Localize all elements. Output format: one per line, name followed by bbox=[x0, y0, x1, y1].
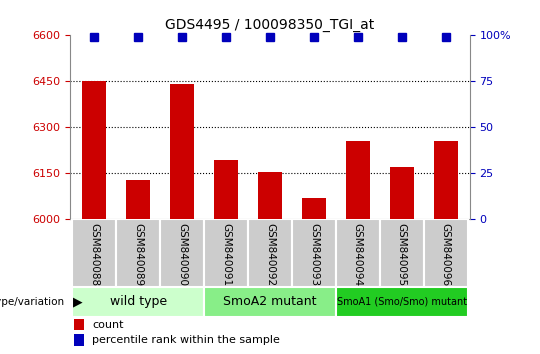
Bar bbox=[126, 179, 150, 219]
Text: genotype/variation: genotype/variation bbox=[0, 297, 65, 307]
FancyBboxPatch shape bbox=[204, 219, 248, 287]
FancyBboxPatch shape bbox=[424, 219, 468, 287]
Text: GSM840094: GSM840094 bbox=[353, 223, 363, 286]
Text: GSM840089: GSM840089 bbox=[133, 223, 143, 286]
Bar bbox=[74, 334, 84, 346]
Text: percentile rank within the sample: percentile rank within the sample bbox=[92, 335, 280, 345]
Text: GSM840088: GSM840088 bbox=[89, 223, 99, 286]
Text: SmoA2 mutant: SmoA2 mutant bbox=[223, 295, 317, 308]
Bar bbox=[258, 172, 282, 219]
Text: GSM840092: GSM840092 bbox=[265, 223, 275, 286]
Bar bbox=[214, 160, 238, 219]
Text: GSM840093: GSM840093 bbox=[309, 223, 319, 286]
FancyBboxPatch shape bbox=[380, 219, 424, 287]
Bar bbox=[170, 85, 194, 219]
Text: GSM840096: GSM840096 bbox=[441, 223, 451, 286]
Bar bbox=[390, 167, 414, 219]
Title: GDS4495 / 100098350_TGI_at: GDS4495 / 100098350_TGI_at bbox=[165, 18, 375, 32]
Bar bbox=[74, 319, 84, 330]
Text: SmoA1 (Smo/Smo) mutant: SmoA1 (Smo/Smo) mutant bbox=[336, 297, 467, 307]
Text: GSM840095: GSM840095 bbox=[397, 223, 407, 286]
FancyBboxPatch shape bbox=[116, 219, 160, 287]
Text: ▶: ▶ bbox=[73, 295, 83, 308]
Bar bbox=[346, 141, 370, 219]
FancyBboxPatch shape bbox=[292, 219, 336, 287]
Text: GSM840090: GSM840090 bbox=[177, 223, 187, 286]
FancyBboxPatch shape bbox=[204, 287, 336, 317]
Text: count: count bbox=[92, 320, 124, 330]
Bar bbox=[434, 141, 458, 219]
FancyBboxPatch shape bbox=[72, 287, 204, 317]
FancyBboxPatch shape bbox=[336, 219, 380, 287]
Text: wild type: wild type bbox=[110, 295, 167, 308]
FancyBboxPatch shape bbox=[160, 219, 204, 287]
Bar bbox=[302, 198, 326, 219]
Text: GSM840091: GSM840091 bbox=[221, 223, 231, 286]
FancyBboxPatch shape bbox=[336, 287, 468, 317]
Bar bbox=[82, 81, 106, 219]
FancyBboxPatch shape bbox=[248, 219, 292, 287]
FancyBboxPatch shape bbox=[72, 219, 116, 287]
